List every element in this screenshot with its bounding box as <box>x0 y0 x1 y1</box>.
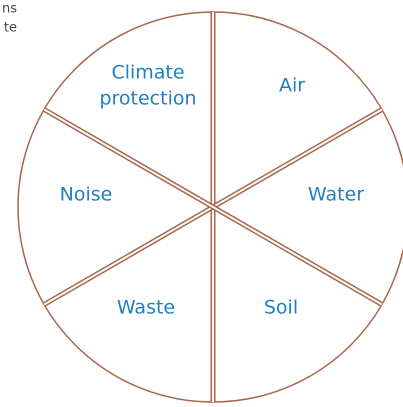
corner-text: te <box>4 21 17 36</box>
segment-label: Soil <box>264 297 298 319</box>
corner-text: ns <box>2 2 17 17</box>
segment-label: Climate <box>111 62 184 84</box>
segment-label: Waste <box>117 297 175 319</box>
segment-label: protection <box>99 88 196 110</box>
segment-label: Air <box>279 75 305 97</box>
segment-label: Noise <box>60 184 113 206</box>
segment-label: Water <box>308 184 364 206</box>
divider-gap <box>43 108 383 306</box>
